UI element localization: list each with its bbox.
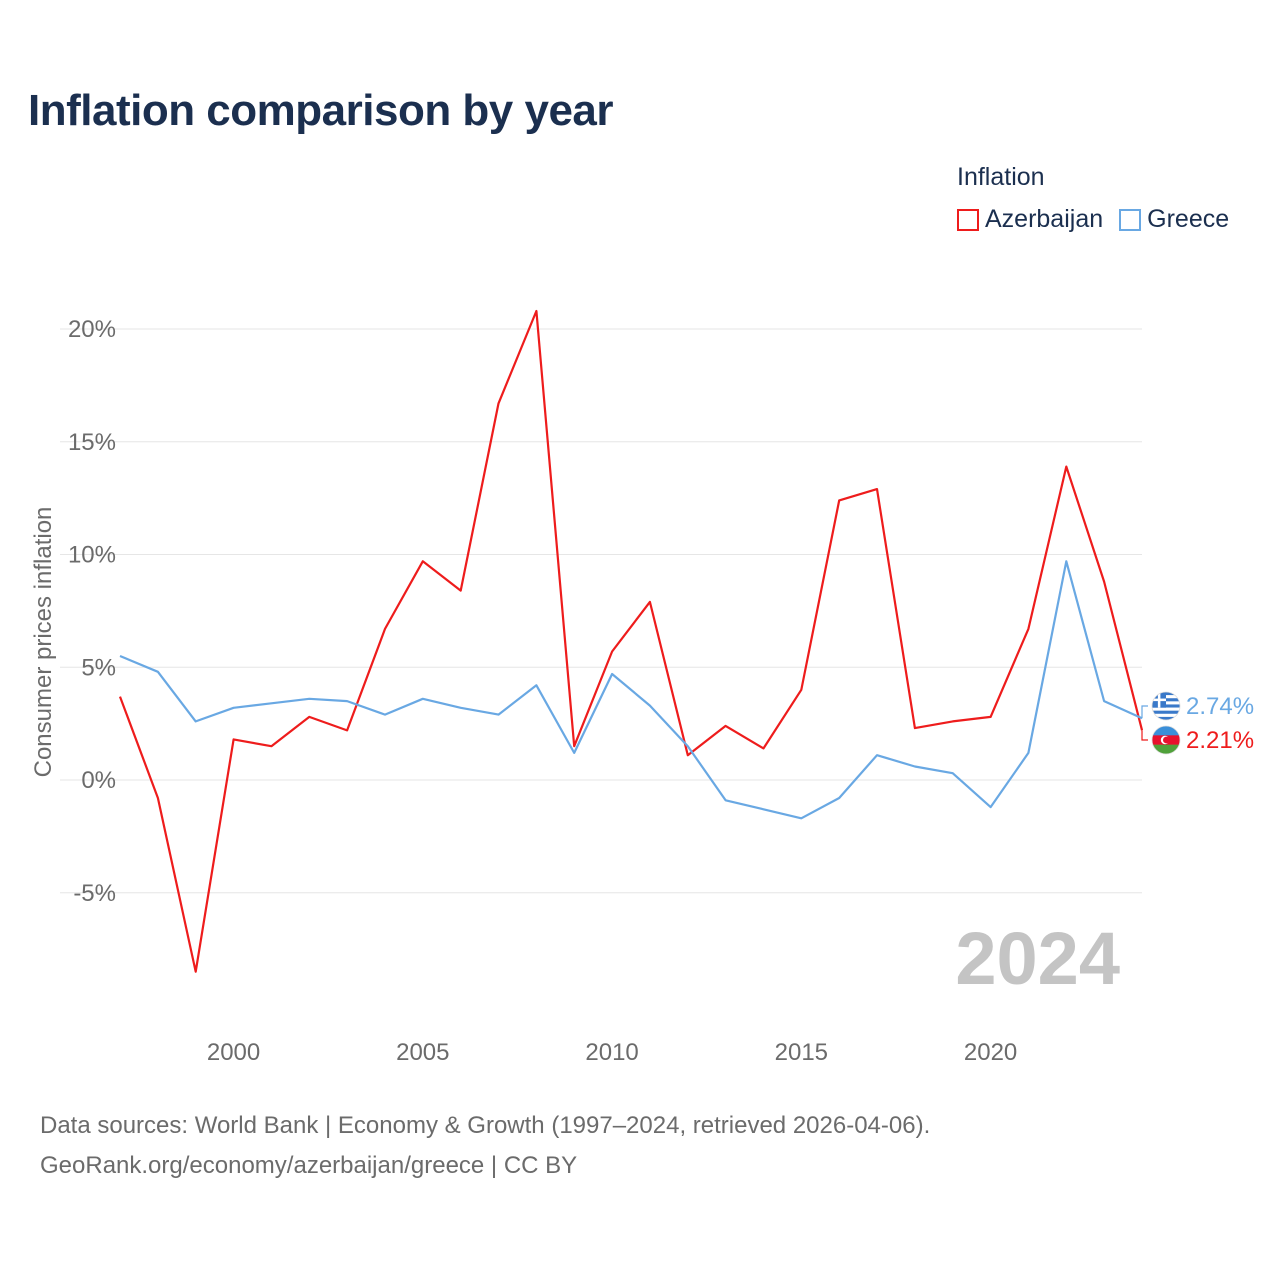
source-line-2[interactable]: GeoRank.org/economy/azerbaijan/greece | …: [40, 1152, 578, 1179]
y-axis-label: Consumer prices inflation: [30, 507, 57, 778]
y-tick-label: 0%: [81, 767, 116, 794]
end-label-greece: 2.74%: [1186, 693, 1254, 720]
end-label-connector-azerbaijan: [1141, 730, 1148, 741]
legend-item-greece[interactable]: Greece: [1119, 205, 1229, 234]
source-note: Data sources: World Bank | Economy & Gro…: [40, 1106, 930, 1186]
series-lines: [118, 309, 1144, 973]
y-tick-label: 5%: [81, 654, 116, 681]
legend-label-azerbaijan: Azerbaijan: [985, 205, 1104, 233]
end-labels: 2.74% 2.21%: [1141, 691, 1254, 755]
end-label-azerbaijan: 2.21%: [1186, 727, 1254, 754]
x-tick-label: 2010: [585, 1039, 638, 1066]
y-tick-label: 10%: [68, 542, 116, 569]
legend-item-azerbaijan[interactable]: Azerbaijan: [957, 205, 1103, 234]
y-tick-label: 15%: [68, 429, 116, 456]
y-axis-ticks: -5% 0% 5% 10% 15% 20%: [68, 316, 116, 907]
legend-swatch-greece: [1119, 208, 1142, 231]
legend-swatch-azerbaijan: [957, 208, 979, 231]
x-tick-label: 2020: [964, 1039, 1017, 1066]
legend-title: Inflation: [957, 163, 1045, 191]
chart-title: Inflation comparison by year: [28, 86, 614, 135]
source-line-1: Data sources: World Bank | Economy & Gro…: [40, 1112, 931, 1139]
y-tick-label: 20%: [68, 316, 116, 343]
x-tick-label: 2015: [775, 1039, 828, 1066]
grid-lines: [60, 328, 1142, 894]
legend: Azerbaijan Greece: [957, 205, 1229, 234]
legend-label-greece: Greece: [1147, 205, 1230, 233]
y-tick-label: -5%: [73, 880, 116, 907]
series-line-greece: [119, 560, 1143, 820]
x-tick-label: 2005: [396, 1039, 449, 1066]
line-chart: -5% 0% 5% 10% 15% 20% 2000 2005 2010 2015 2020 Co…: [30, 309, 1254, 1066]
series-line-azerbaijan: [118, 309, 1144, 973]
azerbaijan-flag-icon: [1151, 725, 1181, 755]
end-label-connector-greece: [1141, 705, 1148, 719]
greece-flag-icon: [1151, 691, 1181, 721]
x-tick-label: 2000: [207, 1039, 260, 1066]
year-annotation: 2024: [955, 917, 1120, 1000]
x-axis-ticks: 2000 2005 2010 2015 2020: [207, 1039, 1017, 1066]
